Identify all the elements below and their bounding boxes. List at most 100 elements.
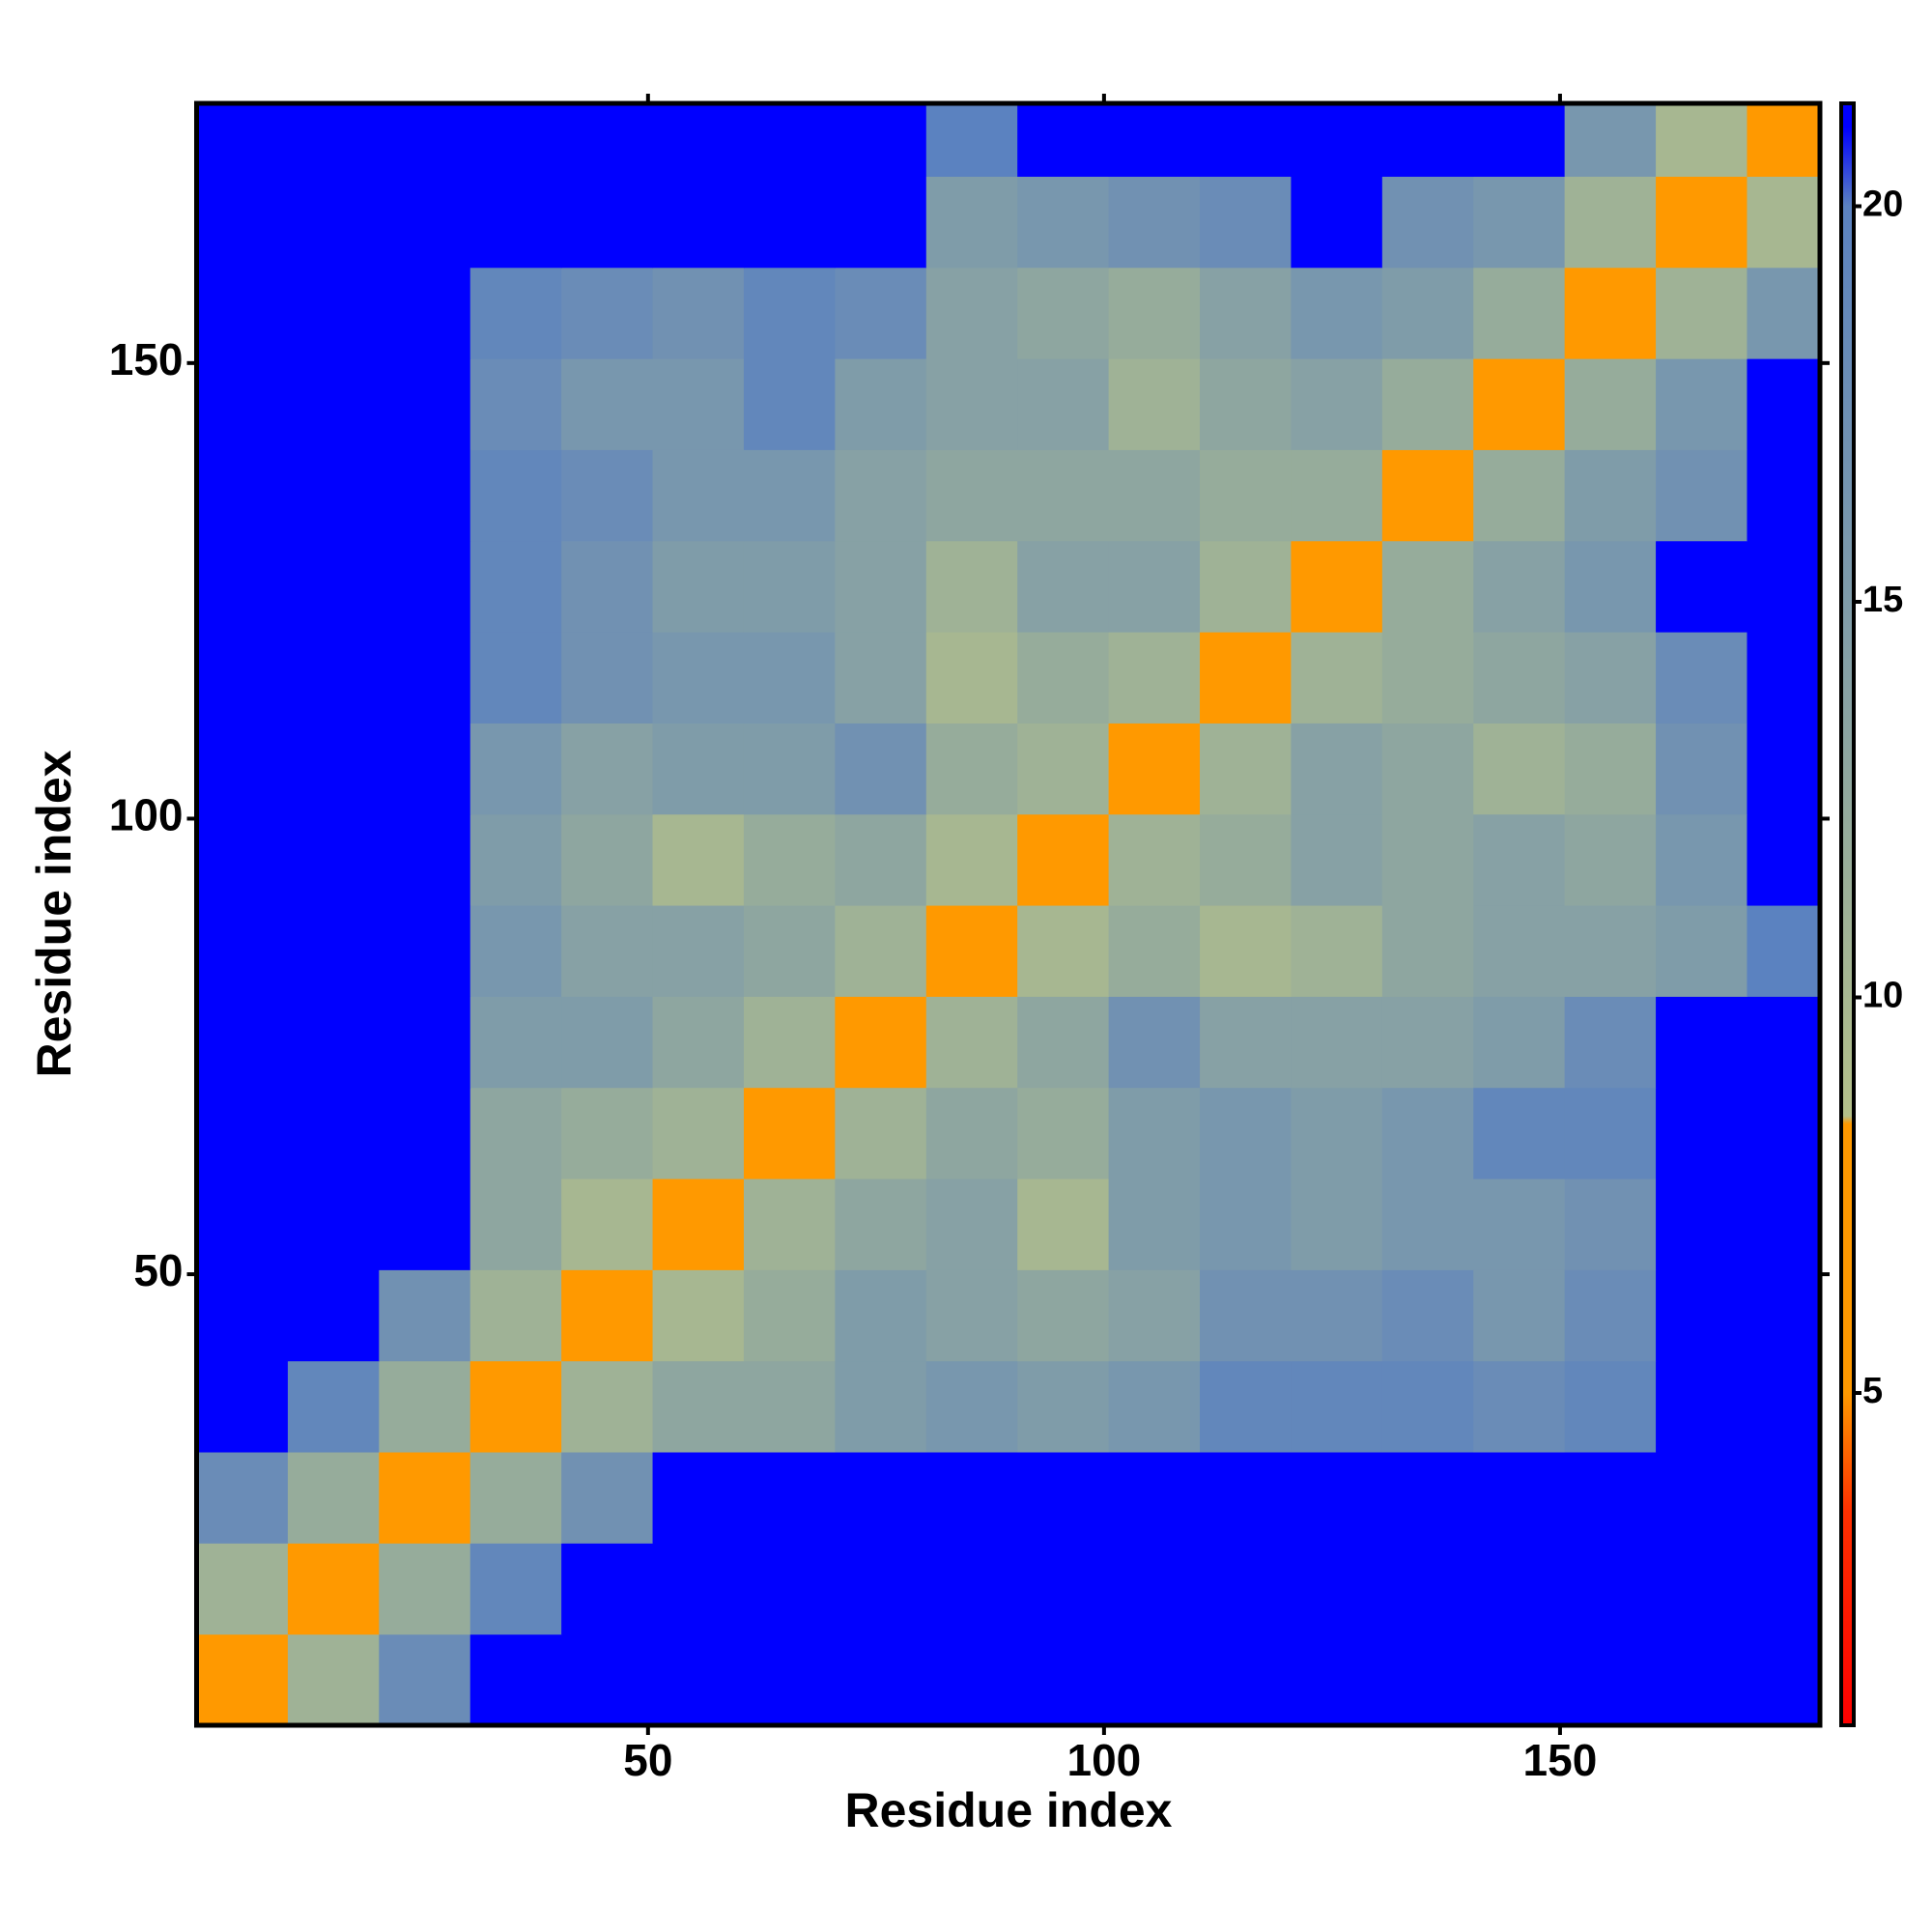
- heatmap-cell: [1381, 1452, 1474, 1544]
- heatmap-cell: [287, 267, 380, 359]
- heatmap-cell: [1473, 996, 1566, 1089]
- heatmap-cell: [469, 540, 562, 633]
- heatmap-cell: [1473, 1452, 1566, 1544]
- heatmap-cell: [1747, 358, 1821, 450]
- heatmap-cell: [925, 723, 1018, 815]
- heatmap-cell: [652, 1087, 745, 1179]
- heatmap-cell: [743, 1087, 836, 1179]
- heatmap-cell: [652, 1179, 745, 1270]
- heatmap-cell: [1564, 176, 1657, 269]
- heatmap-cell: [652, 1543, 745, 1635]
- heatmap-cell: [469, 813, 562, 906]
- heatmap-cell: [469, 1543, 562, 1635]
- heatmap-cell: [379, 103, 471, 177]
- heatmap-cell: [196, 1360, 289, 1453]
- heatmap-cell: [743, 540, 836, 633]
- y-tick-label: 100: [109, 790, 184, 840]
- heatmap-cell: [1108, 1360, 1201, 1453]
- heatmap-cell: [1564, 1269, 1657, 1362]
- heatmap-cell: [196, 1543, 289, 1635]
- heatmap-cell: [196, 358, 289, 450]
- heatmap-cell: [925, 905, 1018, 997]
- heatmap-cell: [743, 103, 836, 177]
- heatmap-cell: [1200, 1634, 1292, 1726]
- heatmap-cell: [1200, 905, 1292, 997]
- heatmap-cell: [379, 632, 471, 724]
- heatmap-cell: [1017, 1543, 1110, 1635]
- heatmap-cell: [1747, 1634, 1821, 1726]
- heatmap-cell: [1656, 723, 1747, 815]
- heatmap-cell: [287, 905, 380, 997]
- heatmap-cell: [1017, 723, 1110, 815]
- heatmap-cell: [1017, 1179, 1110, 1270]
- heatmap-cell: [1656, 1360, 1747, 1453]
- heatmap-cell: [925, 267, 1018, 359]
- heatmap-cell: [1381, 813, 1474, 906]
- heatmap-cell: [1381, 1543, 1474, 1635]
- heatmap-cell: [1656, 267, 1747, 359]
- heatmap-cell: [196, 449, 289, 542]
- heatmap-cell: [561, 176, 654, 269]
- heatmap-cell: [743, 813, 836, 906]
- heatmap-cell: [1656, 1087, 1747, 1179]
- colorbar-tick-label: 10: [1862, 976, 1903, 1016]
- heatmap-cell: [1017, 1087, 1110, 1179]
- heatmap-cell: [1473, 1269, 1566, 1362]
- heatmap-cell: [287, 813, 380, 906]
- heatmap-cell: [1108, 176, 1201, 269]
- heatmap-cell: [1291, 449, 1383, 542]
- heatmap-cell: [652, 905, 745, 997]
- heatmap-cell: [652, 1360, 745, 1453]
- heatmap-cell: [1381, 449, 1474, 542]
- heatmap-cell: [925, 103, 1018, 177]
- heatmap-cell: [561, 1360, 654, 1453]
- heatmap-cell: [743, 1269, 836, 1362]
- heatmap-cell: [1564, 1634, 1657, 1726]
- heatmap-cell: [925, 1269, 1018, 1362]
- heatmap-cell: [652, 632, 745, 724]
- heatmap-cell: [287, 449, 380, 542]
- heatmap-cell: [835, 1452, 927, 1544]
- heatmap-cell: [1381, 905, 1474, 997]
- heatmap-cell: [287, 103, 380, 177]
- heatmap-cell: [1564, 813, 1657, 906]
- heatmap-cell: [1381, 1179, 1474, 1270]
- heatmap-cell: [1747, 1087, 1821, 1179]
- heatmap-cell: [743, 267, 836, 359]
- heatmap-cell: [379, 267, 471, 359]
- heatmap-cell: [1381, 1360, 1474, 1453]
- heatmap-cell: [835, 1087, 927, 1179]
- heatmap-cell: [469, 358, 562, 450]
- heatmap-cell: [743, 1360, 836, 1453]
- heatmap-cell: [1200, 358, 1292, 450]
- heatmap-cell: [652, 103, 745, 177]
- heatmap-cell: [1291, 540, 1383, 633]
- heatmap-cell: [1017, 103, 1110, 177]
- heatmap-cell: [287, 540, 380, 633]
- heatmap-cell: [652, 996, 745, 1089]
- heatmap-cell: [1291, 358, 1383, 450]
- heatmap-cell: [1473, 1360, 1566, 1453]
- heatmap-cell: [743, 358, 836, 450]
- heatmap-cell: [835, 1179, 927, 1270]
- colorbar-tick-label: 15: [1862, 580, 1903, 620]
- heatmap-cell: [196, 1269, 289, 1362]
- heatmap-cell: [1200, 632, 1292, 724]
- heatmap-cell: [1564, 1543, 1657, 1635]
- heatmap-cell: [743, 905, 836, 997]
- heatmap-cell: [925, 996, 1018, 1089]
- heatmap-cell: [925, 540, 1018, 633]
- heatmap-cell: [1473, 723, 1566, 815]
- heatmap-cell: [925, 813, 1018, 906]
- heatmap-cell: [1473, 1179, 1566, 1270]
- heatmap-cell: [1108, 449, 1201, 542]
- heatmap-cell: [379, 1543, 471, 1635]
- heatmap-cell: [1291, 1543, 1383, 1635]
- heatmap-cell: [561, 449, 654, 542]
- heatmap-cell: [1656, 449, 1747, 542]
- heatmap-cell: [287, 1452, 380, 1544]
- heatmap-cell: [1564, 723, 1657, 815]
- heatmap-cell: [743, 449, 836, 542]
- heatmap-cell: [1108, 267, 1201, 359]
